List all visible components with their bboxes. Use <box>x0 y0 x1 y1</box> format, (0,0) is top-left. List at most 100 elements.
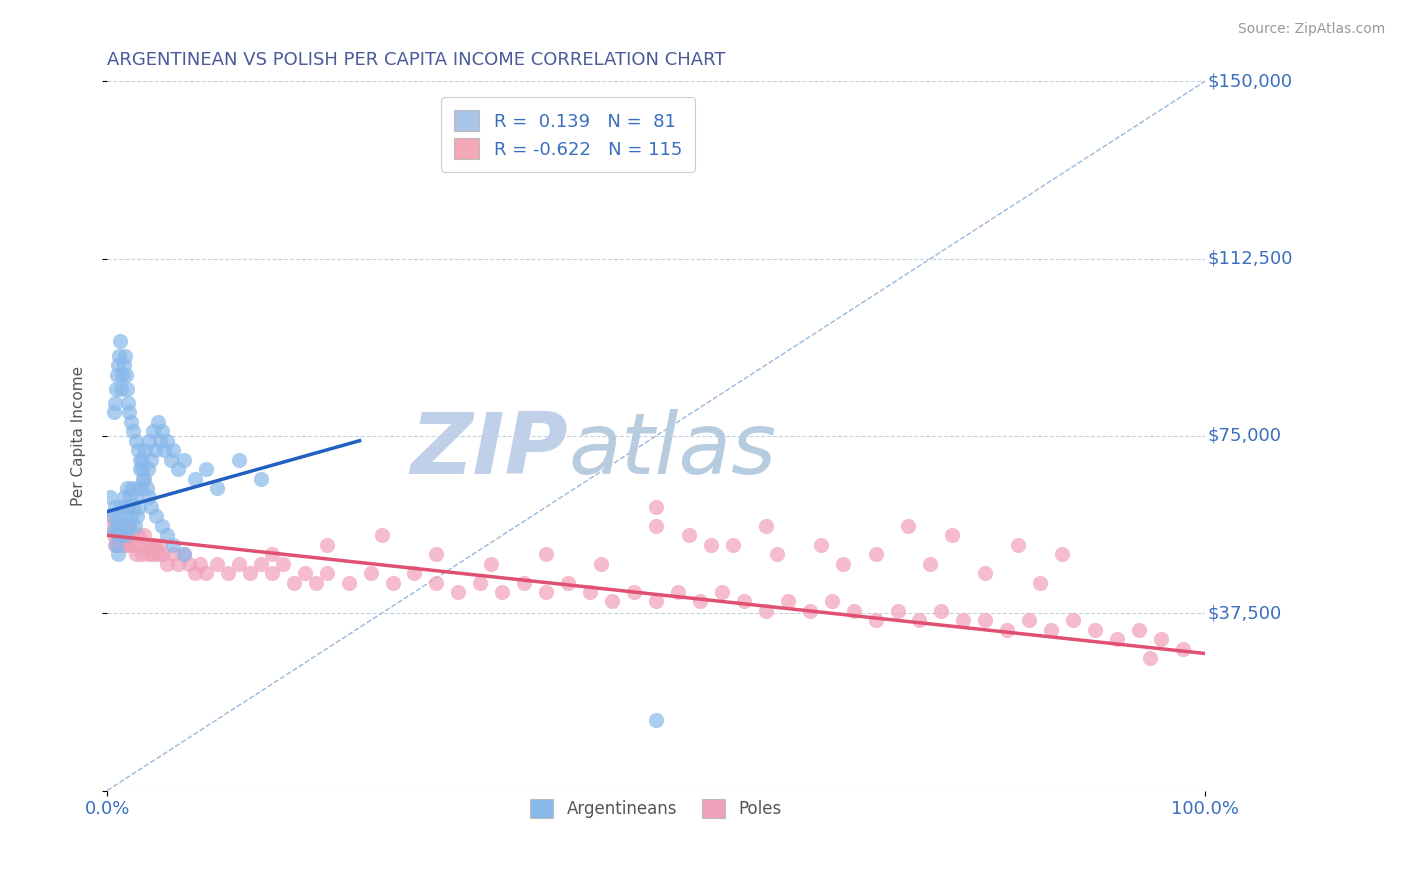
Point <box>479 557 502 571</box>
Point <box>101 518 124 533</box>
Point <box>897 518 920 533</box>
Point <box>360 566 382 580</box>
Point <box>108 509 131 524</box>
Point <box>145 509 167 524</box>
Point <box>173 547 195 561</box>
Point <box>534 585 557 599</box>
Point <box>733 594 755 608</box>
Point <box>1050 547 1073 561</box>
Point <box>117 500 139 514</box>
Point <box>129 452 152 467</box>
Point <box>114 368 136 382</box>
Point <box>110 500 132 514</box>
Point <box>127 528 149 542</box>
Point <box>1139 651 1161 665</box>
Point <box>139 538 162 552</box>
Point <box>114 538 136 552</box>
Text: $75,000: $75,000 <box>1208 427 1281 445</box>
Point <box>765 547 787 561</box>
Point <box>114 349 136 363</box>
Point <box>1128 623 1150 637</box>
Point <box>755 604 778 618</box>
Point <box>305 575 328 590</box>
Point <box>136 462 159 476</box>
Point <box>114 528 136 542</box>
Point <box>103 528 125 542</box>
Point <box>995 623 1018 637</box>
Point <box>447 585 470 599</box>
Point <box>135 538 157 552</box>
Point <box>134 528 156 542</box>
Point <box>138 491 160 505</box>
Point <box>159 452 181 467</box>
Point <box>134 443 156 458</box>
Point <box>205 481 228 495</box>
Point <box>249 557 271 571</box>
Point <box>142 424 165 438</box>
Point <box>150 518 173 533</box>
Point <box>117 396 139 410</box>
Point <box>107 358 129 372</box>
Point <box>952 613 974 627</box>
Point <box>135 481 157 495</box>
Point <box>190 557 212 571</box>
Point <box>470 575 492 590</box>
Point <box>1018 613 1040 627</box>
Point <box>118 405 141 419</box>
Point <box>129 481 152 495</box>
Point <box>645 713 668 727</box>
Point <box>217 566 239 580</box>
Text: $37,500: $37,500 <box>1208 604 1281 623</box>
Point <box>105 528 128 542</box>
Point <box>173 547 195 561</box>
Point <box>150 424 173 438</box>
Point <box>1150 632 1173 647</box>
Point <box>111 368 134 382</box>
Point <box>139 452 162 467</box>
Y-axis label: Per Capita Income: Per Capita Income <box>72 366 86 506</box>
Point <box>104 500 127 514</box>
Point <box>112 491 135 505</box>
Point <box>1040 623 1063 637</box>
Point <box>666 585 689 599</box>
Point <box>755 518 778 533</box>
Point <box>110 528 132 542</box>
Point <box>120 491 142 505</box>
Point <box>145 538 167 552</box>
Point <box>110 538 132 552</box>
Point <box>205 557 228 571</box>
Point <box>107 538 129 552</box>
Point <box>124 434 146 448</box>
Point <box>591 557 613 571</box>
Point <box>1107 632 1129 647</box>
Point <box>579 585 602 599</box>
Point <box>239 566 262 580</box>
Point <box>865 547 887 561</box>
Point <box>381 575 404 590</box>
Point <box>138 434 160 448</box>
Point <box>129 538 152 552</box>
Point <box>104 538 127 552</box>
Point <box>425 547 447 561</box>
Point <box>111 518 134 533</box>
Point <box>167 557 190 571</box>
Point <box>108 349 131 363</box>
Point <box>131 462 153 476</box>
Point <box>115 382 138 396</box>
Point <box>249 471 271 485</box>
Point <box>920 557 942 571</box>
Point <box>315 538 337 552</box>
Point <box>534 547 557 561</box>
Point <box>138 547 160 561</box>
Point <box>162 443 184 458</box>
Point <box>124 491 146 505</box>
Point <box>132 471 155 485</box>
Point <box>865 613 887 627</box>
Point <box>150 547 173 561</box>
Point <box>194 462 217 476</box>
Point <box>103 405 125 419</box>
Point <box>974 566 997 580</box>
Point <box>107 547 129 561</box>
Point <box>721 538 744 552</box>
Point <box>260 547 283 561</box>
